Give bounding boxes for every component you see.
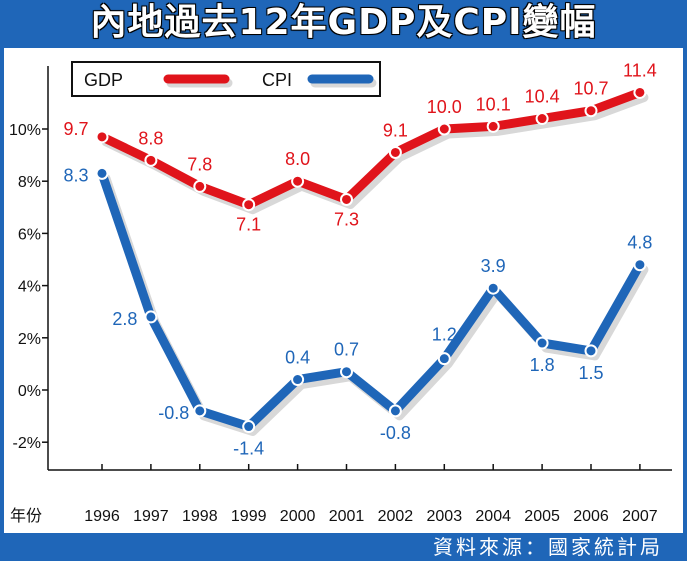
x-tick-label: 2003 (427, 508, 463, 525)
y-tick-label: 4% (18, 279, 41, 296)
x-tick-label: 1999 (231, 508, 267, 525)
data-label: 0.4 (285, 348, 310, 368)
y-tick-label: 2% (18, 331, 41, 348)
data-label: 10.4 (525, 87, 560, 107)
data-point (340, 192, 353, 206)
y-tick-label: 0% (18, 383, 41, 400)
x-tick-label: 2000 (280, 508, 316, 525)
data-point (193, 179, 207, 193)
data-label: 4.8 (627, 233, 652, 253)
source-note: 資料來源：國家統計局 (433, 535, 663, 559)
data-point (144, 310, 158, 324)
legend-label-gdp: GDP (84, 70, 123, 90)
data-label: 8.8 (138, 128, 163, 148)
data-label: -0.8 (380, 423, 411, 443)
data-label: 1.2 (432, 325, 457, 345)
y-tick-label: 6% (18, 226, 41, 243)
data-point (437, 122, 451, 136)
data-label: -0.8 (158, 403, 189, 423)
y-tick-label: -2% (13, 435, 41, 452)
series-line-gdp (97, 88, 645, 210)
x-tick-label: 1997 (133, 508, 169, 525)
data-point (388, 404, 402, 418)
data-point (388, 145, 402, 159)
data-label: 9.7 (63, 119, 88, 139)
x-tick-label: 1998 (182, 508, 218, 525)
legend-label-cpi: CPI (262, 70, 292, 90)
data-point (193, 404, 207, 418)
chart-title: 內地過去12年GDP及CPI變幅 (90, 2, 597, 43)
y-tick-label: 10% (9, 122, 41, 139)
data-point (584, 344, 598, 358)
data-point (437, 352, 451, 366)
series-line-cpi (97, 168, 645, 431)
x-tick-label: 2006 (573, 508, 609, 525)
data-point (486, 119, 500, 133)
data-point (95, 130, 109, 144)
x-tick-label: 2004 (475, 508, 511, 525)
data-label: 7.8 (187, 154, 212, 174)
x-tick-label: 2001 (329, 508, 365, 525)
data-label: 10.0 (427, 97, 462, 117)
data-label: 1.5 (578, 363, 603, 383)
data-point (633, 85, 647, 99)
y-tick-label: 8% (18, 174, 41, 191)
data-label: 9.1 (383, 120, 408, 140)
data-point (291, 174, 305, 188)
data-label: 10.7 (573, 79, 608, 99)
data-point (95, 166, 109, 180)
x-tick-label: 2005 (524, 508, 560, 525)
x-tick-label: 1996 (84, 508, 120, 525)
data-label: 1.8 (530, 355, 555, 375)
data-point (242, 420, 256, 434)
data-label: 8.3 (63, 165, 88, 185)
x-axis-label: 年份 (10, 507, 42, 525)
data-label: -1.4 (233, 439, 264, 459)
data-point (633, 258, 647, 272)
data-point (535, 112, 549, 126)
data-point (291, 373, 305, 387)
data-label: 8.0 (285, 149, 310, 169)
data-point (486, 281, 500, 295)
data-label: 2.8 (112, 309, 137, 329)
data-label: 7.3 (334, 209, 359, 229)
data-label: 0.7 (334, 340, 359, 360)
data-label: 10.1 (476, 94, 511, 114)
data-point (340, 365, 353, 379)
x-tick-label: 2007 (622, 508, 658, 525)
data-point (144, 153, 158, 167)
x-tick-label: 2002 (378, 508, 414, 525)
data-label: 3.9 (481, 256, 506, 276)
data-point (535, 336, 549, 350)
data-label: 11.4 (623, 60, 657, 80)
plot-panel (4, 48, 683, 533)
data-point (584, 104, 598, 118)
data-label: 7.1 (236, 215, 261, 235)
data-point (242, 198, 256, 212)
